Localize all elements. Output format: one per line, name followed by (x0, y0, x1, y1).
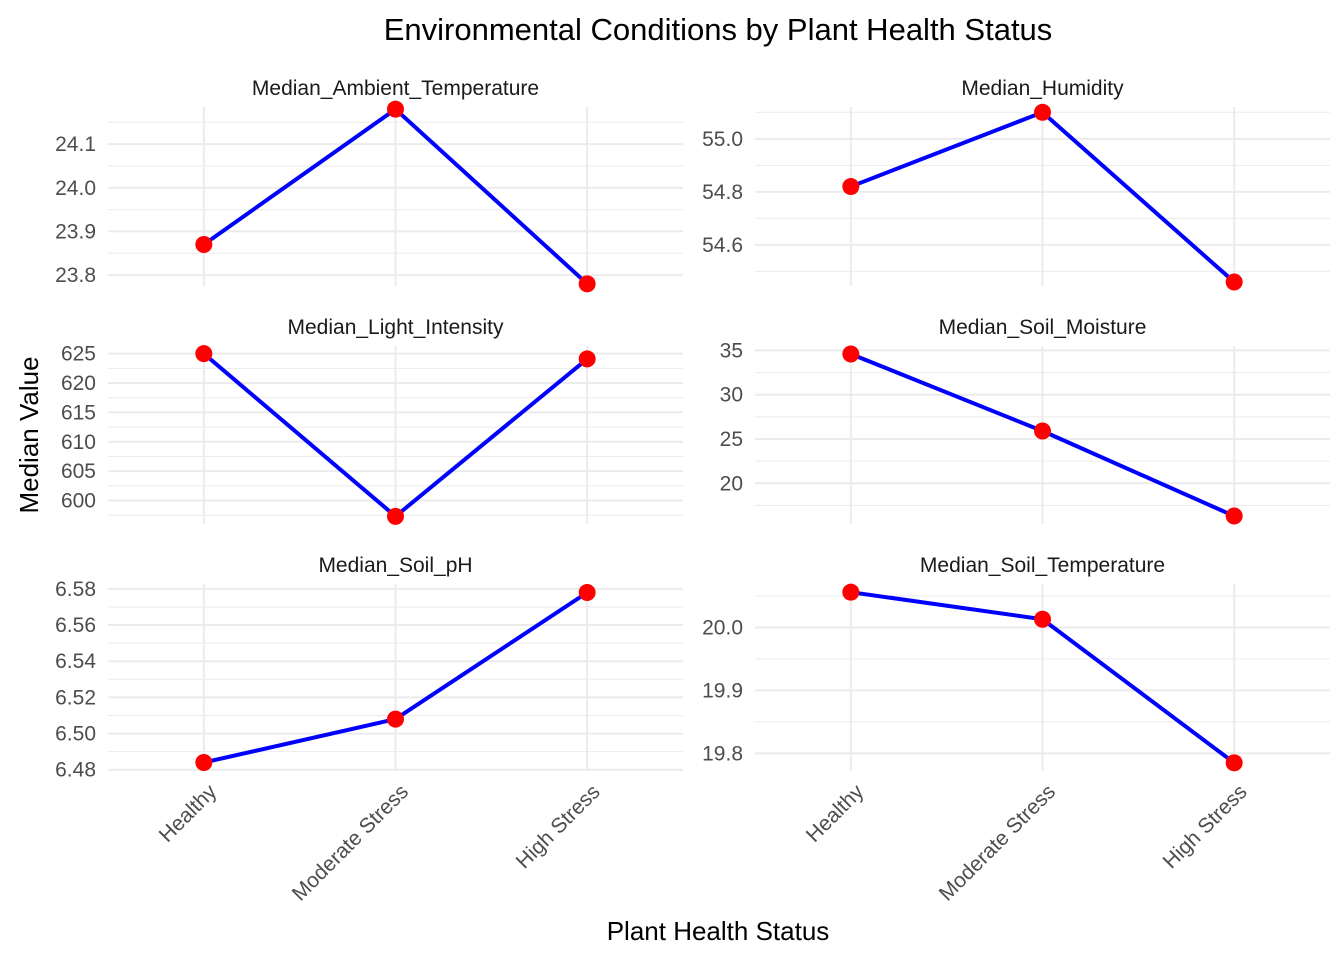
y-tick-label: 30 (720, 384, 743, 407)
y-tick-label: 6.52 (55, 686, 96, 709)
y-tick-label: 24.0 (55, 177, 96, 200)
panel-soil-temperature: 19.8 19.9 20.0 Median_Soil_Temperature Healt… (702, 554, 1330, 905)
data-point-humidity-2 (1225, 273, 1243, 291)
data-point-ambient-temperature-2 (578, 275, 596, 293)
data-point-humidity-0 (842, 178, 860, 196)
facet-label-humidity: Median_Humidity (961, 77, 1124, 100)
panel-ambient-temperature: 23.8 23.9 24.0 24.1 Median_Ambient_Temperatu… (55, 77, 683, 293)
y-tick-label: 23.8 (55, 264, 96, 287)
y-tick-label: 6.48 (55, 759, 96, 782)
y-tick-label: 35 (720, 339, 743, 362)
y-tick-label: 620 (61, 372, 96, 395)
y-tick-label: 6.54 (55, 650, 96, 673)
data-point-soil-temperature-1 (1034, 610, 1051, 628)
panel-soil-ph: 6.48 6.50 6.52 6.54 6.56 6.58 Median_Soil_pH He… (55, 554, 683, 905)
x-tick-label: Moderate Stress (288, 780, 413, 905)
x-tick-label: Healthy (155, 780, 222, 847)
y-axis-title: Median Value (14, 356, 44, 513)
y-tick-label: 55.0 (702, 128, 743, 151)
x-axis-title: Plant Health Status (607, 916, 830, 946)
data-point-soil-ph-0 (195, 754, 213, 771)
facet-label-light-intensity: Median_Light_Intensity (288, 316, 504, 339)
data-point-soil-moisture-1 (1034, 422, 1051, 440)
y-tick-label: 24.1 (55, 133, 96, 156)
y-tick-label: 6.56 (55, 614, 96, 637)
y-tick-label: 605 (61, 460, 96, 483)
y-tick-label: 54.6 (702, 234, 743, 257)
y-tick-label: 54.8 (702, 181, 743, 204)
y-tick-label: 625 (61, 343, 96, 366)
facet-label-ambient-temperature: Median_Ambient_Temperature (252, 77, 539, 100)
data-point-soil-ph-2 (578, 584, 596, 601)
x-tick-label: High Stress (1159, 780, 1252, 873)
facet-label-soil-temperature: Median_Soil_Temperature (920, 554, 1165, 577)
y-tick-label: 6.58 (55, 578, 96, 601)
data-point-ambient-temperature-0 (195, 236, 213, 254)
y-tick-label: 19.9 (702, 679, 743, 702)
data-point-light-intensity-0 (195, 345, 213, 363)
data-point-soil-temperature-0 (842, 583, 860, 601)
data-point-soil-ph-1 (387, 710, 404, 728)
data-point-light-intensity-2 (578, 350, 596, 368)
y-tick-label: 23.9 (55, 220, 96, 243)
y-tick-label: 19.8 (702, 742, 743, 765)
panel-soil-moisture: 20 25 30 35 Median_Soil_Moisture (720, 316, 1330, 525)
y-tick-label: 6.50 (55, 723, 96, 746)
data-point-soil-moisture-0 (842, 345, 860, 363)
facet-panels: 23.8 23.9 24.0 24.1 Median_Ambient_Temperatu… (55, 77, 1330, 905)
y-tick-label: 600 (61, 490, 96, 513)
data-point-soil-temperature-2 (1225, 754, 1243, 772)
y-tick-label: 20 (720, 472, 743, 495)
chart-title: Environmental Conditions by Plant Health… (384, 12, 1053, 47)
data-point-humidity-1 (1034, 103, 1051, 121)
data-point-ambient-temperature-1 (387, 100, 404, 118)
y-tick-label: 20.0 (702, 616, 743, 639)
data-point-soil-moisture-2 (1225, 507, 1243, 525)
x-tick-label: Moderate Stress (935, 780, 1060, 905)
x-tick-label: High Stress (512, 780, 605, 873)
y-tick-label: 610 (61, 431, 96, 454)
facet-label-soil-moisture: Median_Soil_Moisture (939, 316, 1147, 339)
y-tick-label: 615 (61, 401, 96, 424)
x-tick-label: Healthy (802, 780, 869, 847)
panel-light-intensity: 600 605 610 615 620 625 Median_Light_Intensity (61, 316, 683, 525)
y-tick-label: 25 (720, 428, 743, 451)
panel-humidity: 54.6 54.8 55.0 Median_Humidity (702, 77, 1330, 291)
data-point-light-intensity-1 (387, 507, 404, 525)
facet-label-soil-ph: Median_Soil_pH (318, 554, 472, 577)
